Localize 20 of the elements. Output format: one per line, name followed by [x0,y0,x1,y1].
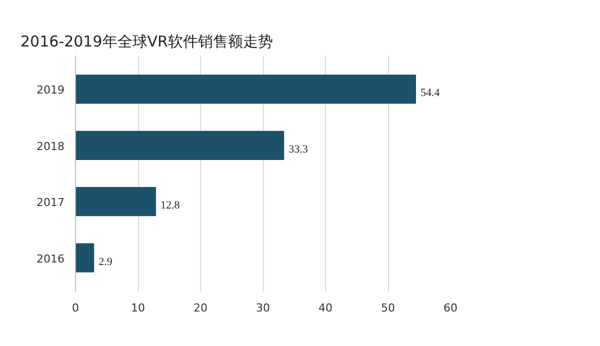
x-tick-label: 50 [381,302,395,314]
bar [76,74,416,104]
data-label: 54.4 [420,87,440,100]
y-tick-label: 2016 [36,252,65,266]
chart-title: 2016-2019年全球VR软件销售额走势 [20,32,273,50]
x-tick-label: 40 [318,302,332,314]
x-tick-label: 10 [131,302,145,314]
y-tick-label: 2018 [36,140,65,153]
x-tick-label: 0 [72,302,79,314]
data-label: 33.3 [288,143,308,156]
y-tick-label: 2017 [36,196,65,210]
data-label: 12.8 [160,200,180,212]
bar [76,130,284,160]
x-tick-label: 20 [194,302,208,314]
bar [76,187,156,216]
data-label: 2.9 [98,256,113,268]
x-tick-label: 60 [444,302,458,314]
x-tick-label: 30 [256,302,270,314]
bar [76,243,94,272]
y-tick-label: 2019 [36,84,65,97]
